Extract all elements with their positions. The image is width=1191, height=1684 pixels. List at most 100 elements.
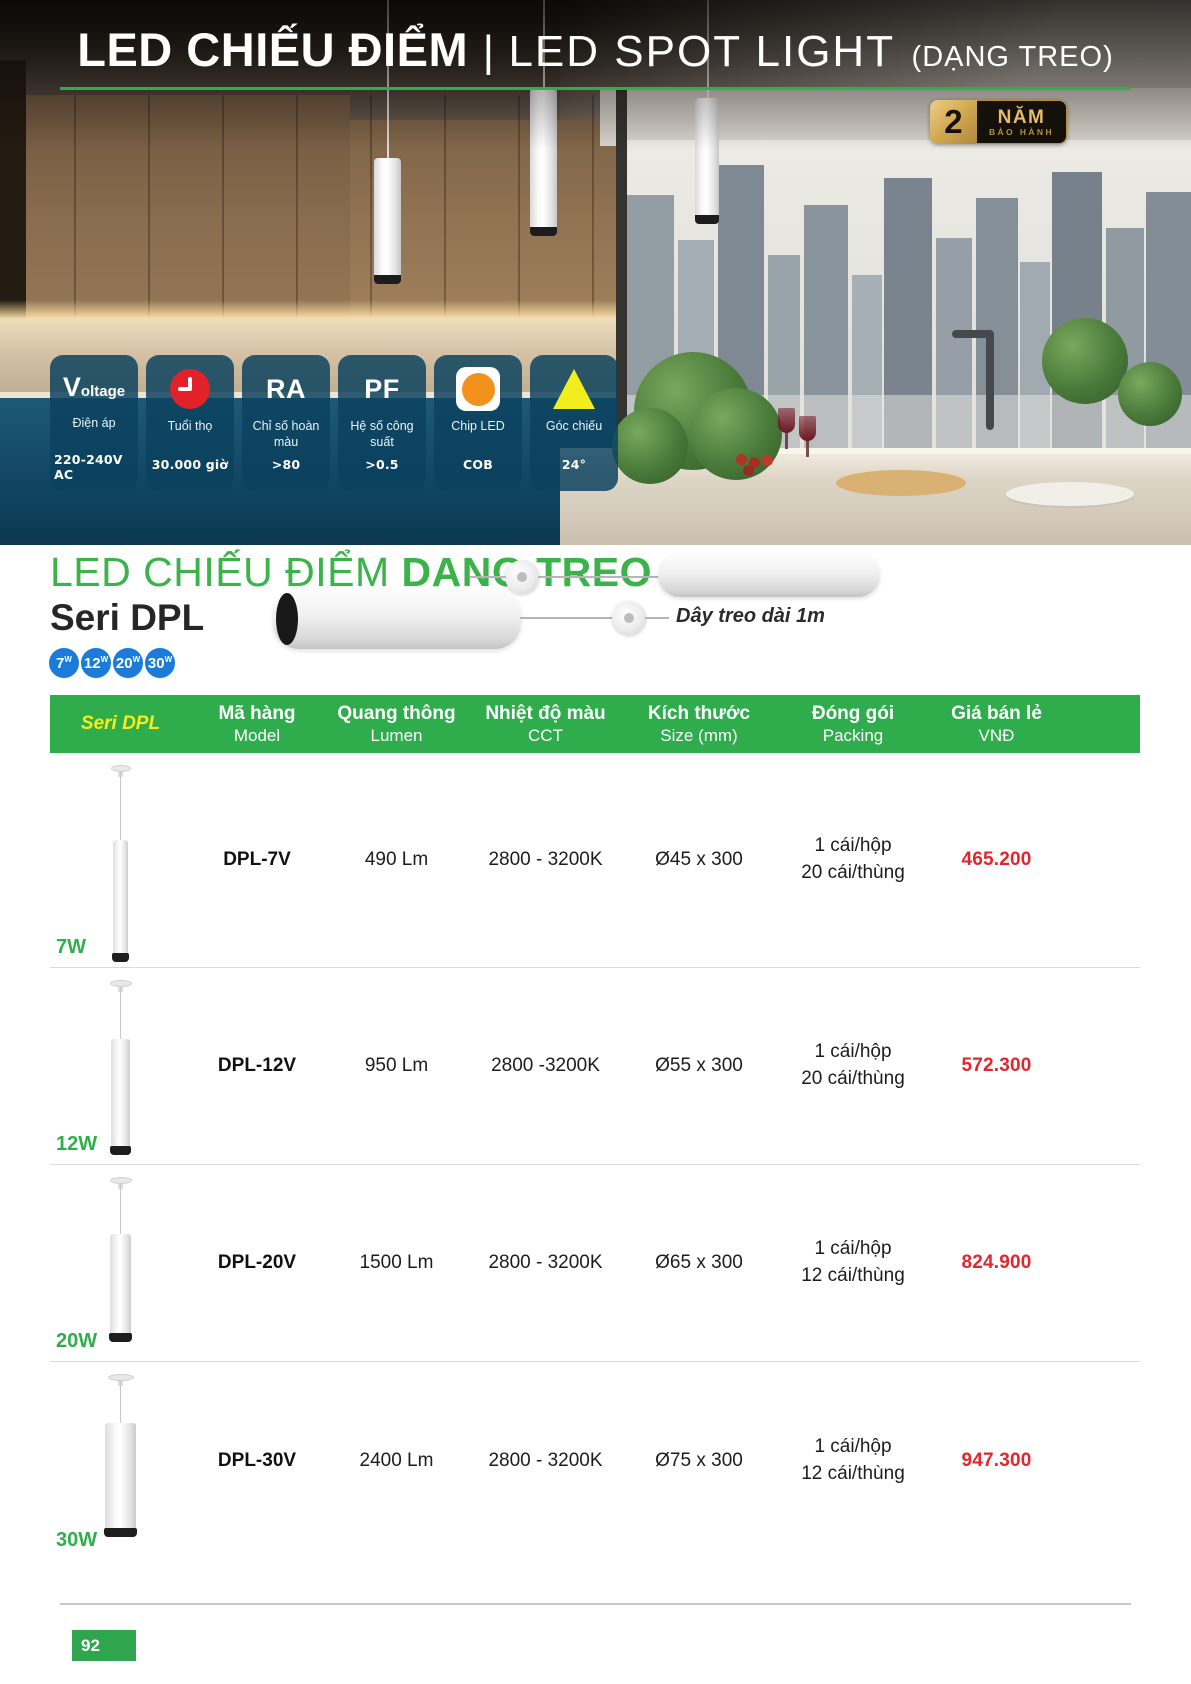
watt-unit: W — [100, 655, 109, 664]
table-header-row: Seri DPL Mã hàng Model Quang thông Lumen… — [50, 695, 1140, 753]
spec-badges-row: Voltage Điện áp 220-240V AC Tuổi thọ 30.… — [50, 355, 618, 491]
title-divider: | — [482, 27, 494, 76]
warranty-text: NĂM BẢO HÀNH — [976, 100, 1067, 144]
header-line2: CCT — [528, 726, 563, 746]
spec-value: >80 — [271, 457, 301, 472]
lumen-value: 1500 Lm — [359, 1252, 434, 1273]
hanging-wire-image — [645, 617, 669, 619]
plant-bush-small — [1118, 362, 1182, 426]
spec-value: 220-240V AC — [54, 452, 123, 482]
watt-label: 7W — [56, 936, 86, 958]
header-line1: Đóng gói — [811, 702, 895, 724]
product-image-dpl-20v — [50, 1165, 191, 1361]
series-name: Seri DPL — [50, 597, 205, 638]
spec-label: Hệ số công suất — [350, 419, 414, 450]
packing-value: 1 cái/hộp 12 cái/thùng — [777, 1434, 929, 1487]
plant-bush-small — [1042, 318, 1128, 404]
wine-glass — [778, 408, 795, 449]
lifespan-clock-icon — [170, 369, 210, 409]
table-row: DPL-12V 950 Lm 2800 -3200K Ø55 x 300 1 c… — [50, 968, 1140, 1165]
retail-price: 465.200 — [961, 849, 1032, 870]
packing-line1: 1 cái/hộp — [814, 1238, 892, 1260]
wine-glass — [799, 416, 816, 457]
product-table: Seri DPL Mã hàng Model Quang thông Lumen… — [50, 695, 1140, 1560]
header-line2: Model — [233, 726, 281, 746]
lamp-canopy — [109, 1177, 132, 1184]
spec-value: >0.5 — [365, 457, 399, 472]
retail-price: 824.900 — [961, 1252, 1032, 1273]
spec-label: Góc chiếu — [545, 419, 603, 433]
spec-value: COB — [463, 457, 493, 472]
plate — [1006, 482, 1134, 506]
column-header-cct: Nhiệt độ màu CCT — [470, 702, 621, 747]
size-value: Ø75 x 300 — [655, 1450, 743, 1471]
spec-value: 24° — [561, 457, 587, 472]
column-header-packing: Đóng gói Packing — [777, 702, 929, 747]
power-factor-icon: PF — [364, 373, 400, 404]
spec-badge-lifespan: Tuổi thọ 30.000 giờ — [146, 355, 234, 491]
lamp-tube — [110, 1039, 131, 1155]
packing-line2: 20 cái/thùng — [801, 1068, 905, 1089]
spec-label: Chip LED — [451, 419, 505, 433]
column-header-model: Mã hàng Model — [191, 702, 323, 747]
title-vietnamese: LED CHIẾU ĐIỂM — [77, 23, 469, 76]
hanging-wire-image — [538, 576, 660, 578]
ceiling-canopy-image — [505, 560, 539, 594]
watt-chip-20w: 20 W — [111, 646, 145, 680]
product-image-dpl-30v — [50, 1362, 191, 1560]
lamp-tube — [112, 840, 129, 962]
pendant-tube-light — [374, 158, 401, 284]
title-mount-type: (DẠNG TREO) — [911, 41, 1114, 73]
lamp-wire — [119, 987, 122, 1039]
header-line2: Lumen — [370, 726, 423, 746]
packing-value: 1 cái/hộp 12 cái/thùng — [777, 1236, 929, 1289]
warranty-label: BẢO HÀNH — [988, 127, 1054, 138]
lumen-value: 2400 Lm — [359, 1450, 434, 1471]
plant-bush — [612, 408, 688, 484]
cct-value: 2800 - 3200K — [488, 1252, 603, 1273]
spec-badge-chip: Chip LED COB — [434, 355, 522, 491]
red-fruits — [736, 454, 747, 465]
window-frame — [616, 88, 627, 476]
spec-badge-cri: RA Chỉ số hoàn màu >80 — [242, 355, 330, 491]
ceiling-canopy-image — [612, 601, 646, 635]
table-row: DPL-7V 490 Lm 2800 - 3200K Ø45 x 300 1 c… — [50, 753, 1140, 968]
title-underline — [60, 87, 1131, 90]
column-header-price: Giá bán lẻ VNĐ — [929, 702, 1140, 747]
cct-value: 2800 - 3200K — [488, 849, 603, 870]
section-title-normal: LED CHIẾU ĐIỂM — [50, 549, 402, 595]
lumen-value: 490 Lm — [364, 849, 429, 870]
plant-bush — [690, 388, 782, 480]
lamp-canopy — [107, 1374, 134, 1381]
size-value: Ø55 x 300 — [655, 1055, 743, 1076]
header-line1: Kích thước — [647, 702, 751, 724]
watt-label: 12W — [56, 1133, 98, 1155]
hanging-wire-image — [520, 617, 614, 619]
lamp-wire — [119, 1381, 122, 1423]
header-line1: Seri DPL — [80, 713, 161, 735]
packing-line2: 12 cái/thùng — [801, 1463, 905, 1484]
voltage-icon: Voltage — [62, 372, 126, 403]
size-value: Ø65 x 300 — [655, 1252, 743, 1273]
chip-led-icon — [456, 367, 500, 411]
spec-label: Điện áp — [72, 416, 116, 431]
header-line2: Packing — [822, 726, 884, 746]
model-code: DPL-30V — [217, 1450, 297, 1471]
model-code: DPL-7V — [223, 849, 291, 870]
table-row: DPL-30V 2400 Lm 2800 - 3200K Ø75 x 300 1… — [50, 1362, 1140, 1560]
title-english: LED SPOT LIGHT — [508, 27, 896, 76]
cct-value: 2800 - 3200K — [488, 1450, 603, 1471]
lamp-tube — [109, 1234, 132, 1342]
size-value: Ø45 x 300 — [655, 849, 743, 870]
beam-angle-icon — [553, 369, 595, 409]
watt-value: 20 — [115, 654, 133, 672]
watt-value: 30 — [147, 654, 165, 672]
hanging-wire-note: Dây treo dài 1m — [676, 605, 825, 627]
watt-chip-30w: 30 W — [143, 646, 177, 680]
packing-line2: 20 cái/thùng — [801, 862, 905, 883]
spec-badge-voltage: Voltage Điện áp 220-240V AC — [50, 355, 138, 491]
hero-photo: LED CHIẾU ĐIỂM | LED SPOT LIGHT (DẠNG TR… — [0, 0, 1191, 545]
